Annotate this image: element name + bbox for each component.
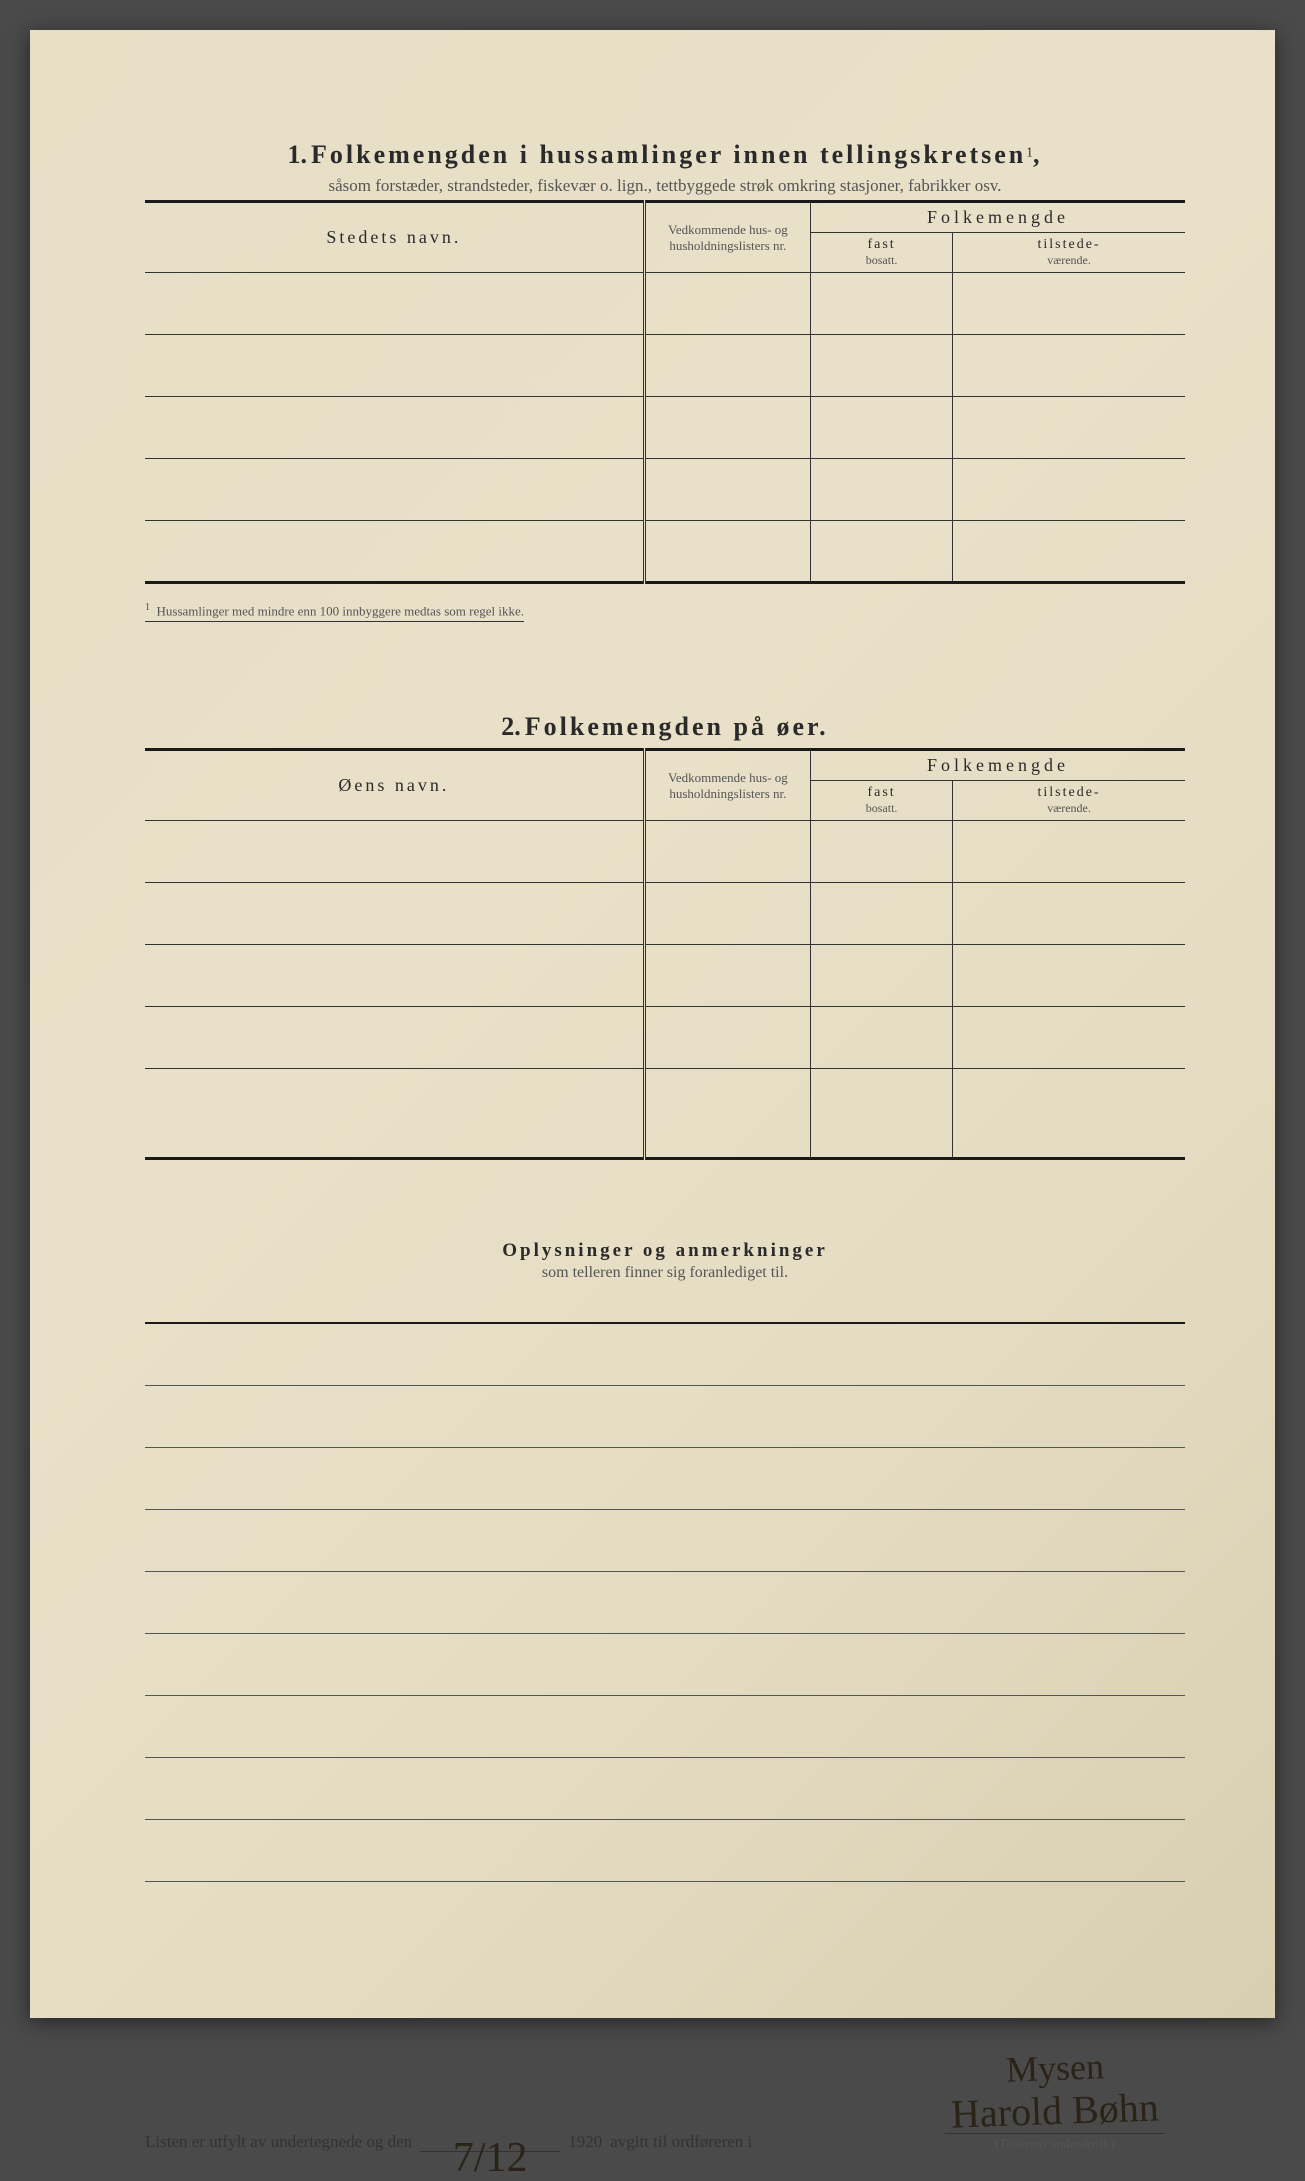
census-form-page: 1. Folkemengden i hussamlinger innen tel… — [30, 30, 1275, 2018]
sig-middle: avgitt til ordføreren i — [610, 2132, 752, 2152]
section2-table: Øens navn. Vedkommende hus- og husholdni… — [145, 748, 1185, 1160]
col-fast: fastbosatt. — [811, 233, 953, 273]
date-handwritten: 7/12 — [453, 2135, 528, 2181]
col-tilstede: tilstede-værende. — [953, 233, 1185, 273]
section1-subtitle: såsom forstæder, strandsteder, fiskevær … — [145, 176, 1185, 196]
section2-title: 2. Folkemengden på øer. — [145, 712, 1185, 742]
col2-lister: Vedkommende hus- og husholdningslisters … — [644, 750, 810, 821]
place-handwritten: Mysen — [1005, 2051, 1104, 2087]
col-folkemengde: Folkemengde — [811, 202, 1185, 233]
col2-tilstede: tilstede-værende. — [953, 781, 1185, 821]
section1-footnote: 1 Hussamlinger med mindre enn 100 innbyg… — [145, 584, 1185, 622]
signature-block: Listen er utfylt av undertegnede og den … — [145, 2052, 1185, 2151]
signature-caption: (Tellerens underskrift.) — [945, 2133, 1165, 2152]
col-oens-navn: Øens navn. — [145, 750, 644, 821]
section3-subtitle: som telleren finner sig foranlediget til… — [145, 1264, 1185, 1282]
col2-fast: fastbosatt. — [811, 781, 953, 821]
sig-prefix: Listen er utfylt av undertegnede og den — [145, 2132, 412, 2152]
signature-handwritten: Harold Bøhn — [951, 2089, 1160, 2132]
section2-heading: Folkemengden på øer. — [525, 712, 829, 741]
section3: Oplysninger og anmerkninger som telleren… — [145, 1240, 1185, 1282]
section1-number: 1. — [288, 140, 308, 169]
section1-heading: Folkemengden i hussamlinger innen tellin… — [311, 140, 1026, 169]
section3-title: Oplysninger og anmerkninger — [145, 1240, 1185, 1262]
col2-folkemengde: Folkemengde — [811, 750, 1185, 781]
sig-year: 1920 — [568, 2132, 602, 2152]
section1-title: 1. Folkemengden i hussamlinger innen tel… — [145, 140, 1185, 170]
section2-number: 2. — [501, 712, 521, 741]
section1-table: Stedets navn. Vedkommende hus- og hushol… — [145, 200, 1185, 584]
col-lister: Vedkommende hus- og husholdningslisters … — [644, 202, 810, 273]
col-stedets-navn: Stedets navn. — [145, 202, 644, 273]
remarks-lines — [145, 1322, 1185, 1882]
section1-superscript: 1 — [1026, 145, 1033, 160]
